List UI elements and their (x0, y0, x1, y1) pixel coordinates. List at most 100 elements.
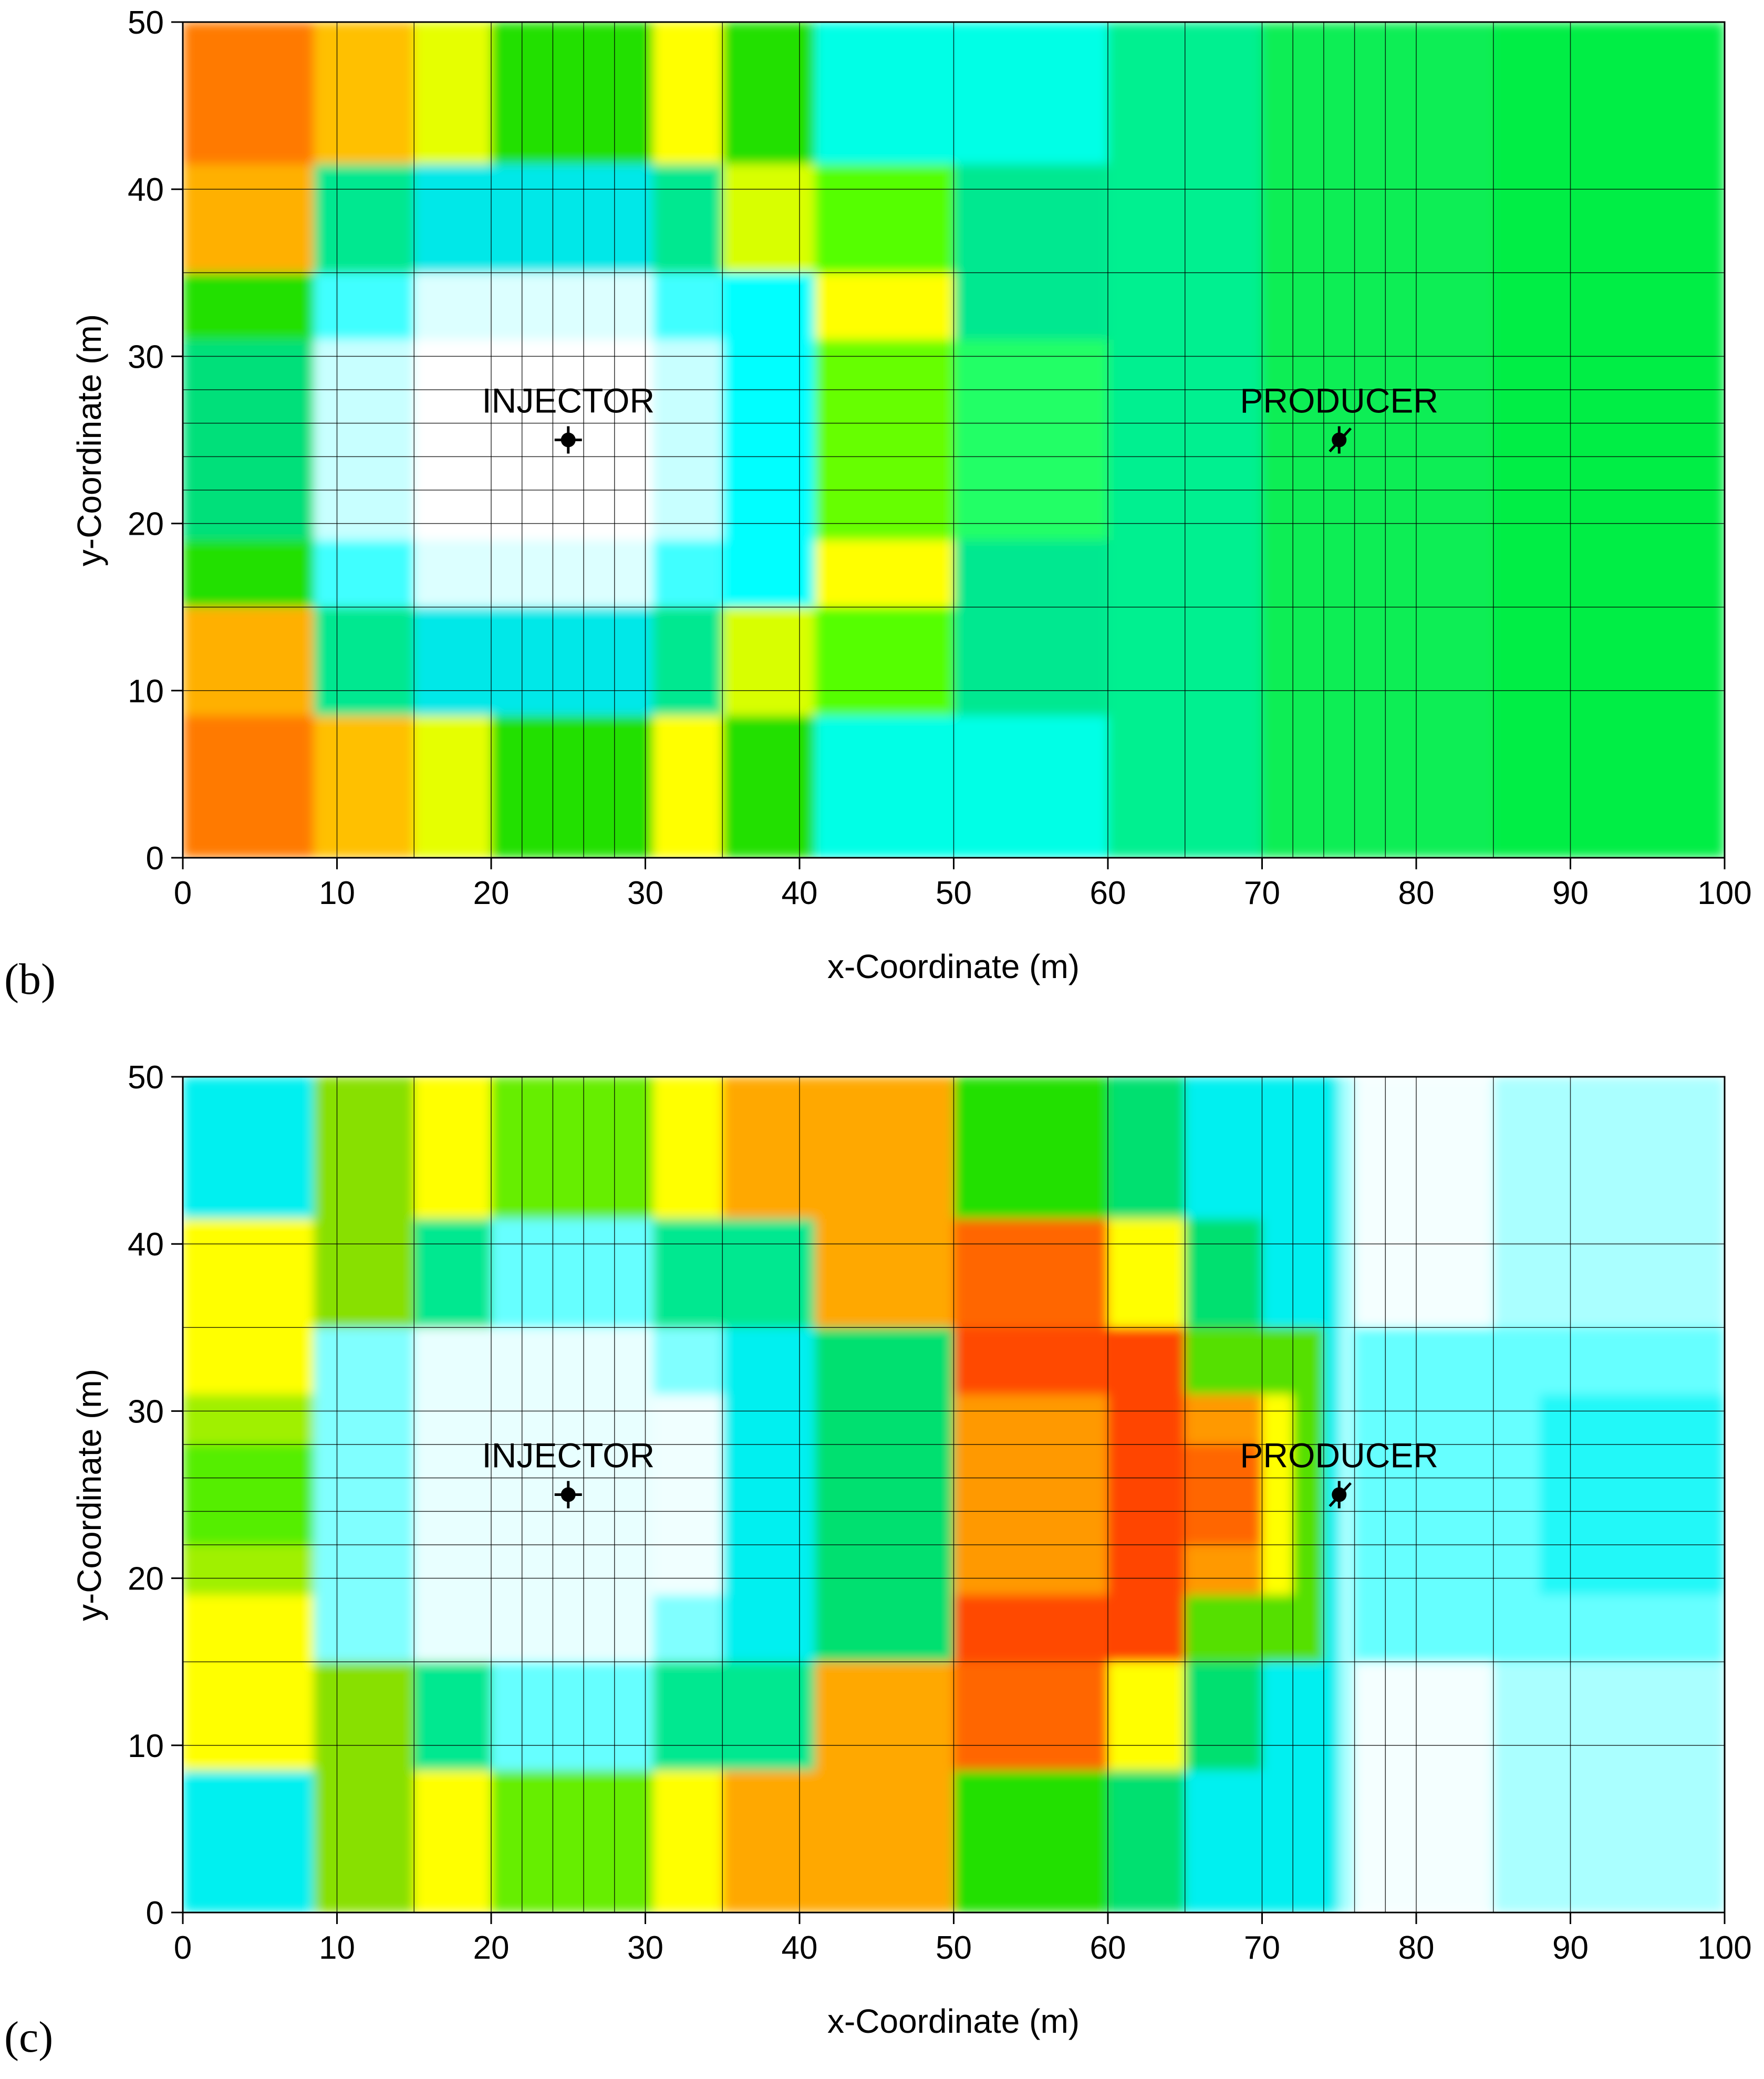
x-axis-title: x-Coordinate (m) (827, 2002, 1080, 2040)
heat-cell-36 (1185, 1444, 1262, 1545)
heat-cell-14 (653, 715, 723, 858)
x-tick-label: 100 (1697, 875, 1751, 911)
y-tick-label: 0 (146, 1895, 164, 1931)
y-tick-label: 50 (128, 1059, 164, 1096)
x-tick-label: 90 (1552, 1930, 1589, 1966)
heat-cell-8 (491, 1077, 653, 1219)
y-tick-label: 50 (128, 5, 164, 41)
heat-cell-40 (1539, 1394, 1725, 1595)
x-tick-label: 0 (174, 1930, 192, 1966)
x-tick-label: 30 (627, 875, 663, 911)
heat-cell-21 (953, 1770, 1108, 1912)
injector-marker (561, 432, 576, 448)
heat-cell-4 (183, 540, 314, 607)
x-tick-label: 70 (1244, 875, 1280, 911)
plot-area (183, 22, 1725, 858)
heat-cell-28 (1108, 1219, 1185, 1328)
heat-cell-8 (314, 715, 414, 858)
injector-marker (561, 1487, 576, 1502)
y-axis-title: y-Coordinate (m) (70, 1369, 108, 1621)
x-tick-label: 80 (1398, 1930, 1435, 1966)
y-tick-label: 40 (128, 172, 164, 208)
heat-cell-10 (653, 1077, 723, 1219)
y-tick-label: 20 (128, 506, 164, 543)
producer-label: PRODUCER (1240, 381, 1438, 420)
heat-cell-31 (815, 540, 954, 607)
x-tick-label: 40 (782, 875, 818, 911)
x-tick-label: 20 (473, 875, 510, 911)
producer-marker (1332, 432, 1347, 448)
heat-cell-2 (183, 273, 314, 340)
heat-cell-7 (414, 1770, 491, 1912)
heat-cell-10 (414, 715, 491, 858)
plot-area (183, 1077, 1725, 1912)
heat-cell-23 (953, 1394, 1108, 1595)
x-tick-label: 90 (1552, 875, 1589, 911)
heat-cell-0 (183, 22, 314, 164)
chart-panel-b: 0 10 20 30 40 50 60 70 80 90 100 0 10 20 30 40 50 INJECT… (0, 0, 1764, 1024)
heat-cell-19 (815, 1327, 954, 1662)
panel-label: (b) (4, 955, 56, 1004)
heat-cell-25 (722, 164, 815, 273)
producer-label: PRODUCER (1240, 1436, 1438, 1475)
x-tick-label: 50 (936, 1930, 972, 1966)
heat-cell-7 (314, 22, 414, 164)
injector-label: INJECTOR (482, 381, 655, 420)
heat-cell-15 (722, 22, 815, 164)
heat-cell-4 (183, 1444, 314, 1545)
heat-cell-25 (953, 1595, 1108, 1662)
x-tick-label: 20 (473, 1930, 510, 1966)
x-tick-label: 0 (174, 875, 192, 911)
heat-cell-34 (953, 339, 1108, 540)
heat-cell-20 (953, 1077, 1108, 1219)
heat-cell-16 (722, 715, 815, 858)
heat-cell-6 (414, 1077, 491, 1219)
heat-cell-26 (722, 607, 815, 716)
y-tick-label: 10 (128, 1728, 164, 1764)
x-axis-title: x-Coordinate (m) (827, 948, 1080, 985)
heat-cell-13 (653, 22, 723, 164)
heat-cell-17 (815, 22, 1108, 164)
heat-cell-24 (414, 339, 653, 540)
heat-cell-29 (1108, 1661, 1185, 1771)
heat-cell-37 (1493, 22, 1725, 858)
y-tick-label: 20 (128, 1561, 164, 1597)
x-tick-label: 10 (319, 875, 355, 911)
panel-label: (c) (4, 2013, 53, 2062)
heat-cell-6 (183, 715, 314, 858)
producer-marker (1332, 1487, 1347, 1502)
heat-cell-26 (1108, 1077, 1185, 1219)
y-axis-title: y-Coordinate (m) (70, 314, 108, 566)
heat-cell-12 (491, 715, 653, 858)
x-tick-label: 50 (936, 875, 972, 911)
chart-svg-c: 0 10 20 30 40 50 60 70 80 90 100 0 10 20 30 40 50 INJECT… (4, 1059, 1752, 2062)
heat-cell-9 (414, 22, 491, 164)
chart-panel-c: 0 10 20 30 40 50 60 70 80 90 100 0 10 20 30 40 50 INJECT… (0, 1055, 1764, 2079)
heat-cell-32 (815, 339, 954, 540)
chart-svg-b: 0 10 20 30 40 50 60 70 80 90 100 0 10 20 30 40 50 INJECT… (4, 5, 1752, 1004)
x-tick-label: 70 (1244, 1930, 1280, 1966)
x-tick-label: 40 (782, 1930, 818, 1966)
x-tick-label: 100 (1697, 1930, 1751, 1966)
heat-cell-1 (183, 1770, 314, 1912)
heat-cell-5 (183, 607, 314, 716)
heat-cell-11 (491, 22, 653, 164)
y-tick-label: 0 (146, 840, 164, 877)
injector-label: INJECTOR (482, 1436, 655, 1475)
x-tick-label: 60 (1090, 1930, 1126, 1966)
x-tick-label: 80 (1398, 875, 1435, 911)
x-tick-label: 10 (319, 1930, 355, 1966)
y-tick-label: 30 (128, 1394, 164, 1430)
heat-cell-30 (815, 273, 954, 340)
heat-cell-3 (183, 339, 314, 540)
heat-cell-18 (815, 715, 1108, 858)
heat-cell-1 (183, 164, 314, 273)
x-tick-label: 60 (1090, 875, 1126, 911)
heat-cell-9 (491, 1770, 653, 1912)
heat-cell-11 (653, 1770, 723, 1912)
x-tick-label: 30 (627, 1930, 663, 1966)
heat-cell-24 (953, 1327, 1108, 1395)
y-tick-label: 40 (128, 1226, 164, 1263)
y-tick-label: 10 (128, 673, 164, 710)
heat-cell-27 (1108, 1770, 1185, 1912)
